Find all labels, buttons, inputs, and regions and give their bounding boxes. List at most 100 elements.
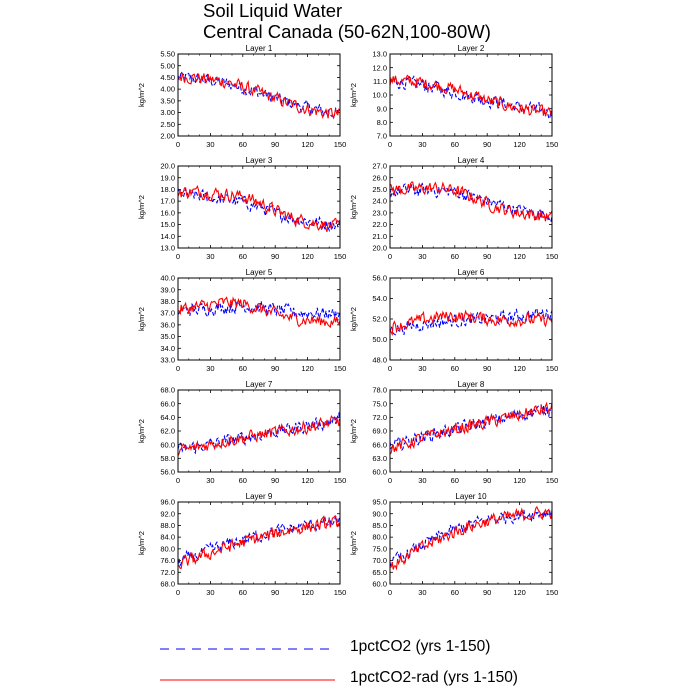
xtick-label-layer-2-30: 30 [418, 140, 426, 149]
plot-frame-layer-1 [177, 53, 341, 137]
ytick-label-layer-6-56.0: 56.0 [372, 274, 387, 283]
ytick-label-layer-8-75.0: 75.0 [372, 399, 387, 408]
ytick-label-layer-2-13.0: 13.0 [372, 50, 387, 59]
ylabel-layer-5: kg/m^2 [137, 307, 146, 331]
plot-frame-layer-9 [177, 501, 341, 585]
series-line-layer-9-1pctco2 [177, 515, 341, 567]
ytick-label-layer-5-36.0: 36.0 [160, 320, 175, 329]
ytick-label-layer-10-90.0: 90.0 [372, 509, 387, 518]
title-line-1: Soil Liquid Water [203, 0, 343, 21]
xtick-label-layer-4-150: 150 [546, 252, 559, 261]
ytick-label-layer-3-15.0: 15.0 [160, 220, 175, 229]
ylabel-layer-8: kg/m^2 [349, 419, 358, 443]
series-line-layer-8-1pctco2-rad [389, 401, 553, 455]
series-line-layer-5-1pctco2 [177, 300, 341, 322]
ytick-label-layer-3-18.0: 18.0 [160, 185, 175, 194]
xtick-label-layer-4-30: 30 [418, 252, 426, 261]
ytick-label-layer-6-50.0: 50.0 [372, 335, 387, 344]
plot-frame-layer-8 [389, 389, 553, 473]
figure-title: Soil Liquid Water Central Canada (50-62N… [203, 0, 491, 42]
ytick-label-layer-7-60.0: 60.0 [160, 440, 175, 449]
xtick-label-layer-1-60: 60 [239, 140, 247, 149]
xtick-label-layer-9-120: 120 [301, 588, 314, 597]
legend-item-1pctco2: 1pctCO2 (yrs 1-150) [160, 638, 580, 660]
ytick-label-layer-5-34.0: 34.0 [160, 344, 175, 353]
ytick-label-layer-9-68.0: 68.0 [160, 580, 175, 589]
xtick-label-layer-5-120: 120 [301, 364, 314, 373]
xtick-label-layer-6-30: 30 [418, 364, 426, 373]
ytick-label-layer-5-38.0: 38.0 [160, 297, 175, 306]
xtick-label-layer-7-30: 30 [206, 476, 214, 485]
ytick-label-layer-1-2.50: 2.50 [160, 120, 175, 129]
xtick-label-layer-2-90: 90 [483, 140, 491, 149]
xtick-label-layer-5-30: 30 [206, 364, 214, 373]
series-line-layer-4-1pctco2 [389, 182, 553, 222]
xtick-label-layer-8-30: 30 [418, 476, 426, 485]
xtick-label-layer-7-150: 150 [334, 476, 347, 485]
series-line-layer-3-1pctco2-rad [177, 184, 341, 233]
series-line-layer-9-1pctco2-rad [177, 515, 341, 569]
ytick-label-layer-6-52.0: 52.0 [372, 315, 387, 324]
ytick-label-layer-9-84.0: 84.0 [160, 533, 175, 542]
panel-title-layer-9: Layer 9 [246, 492, 273, 501]
xtick-label-layer-9-90: 90 [271, 588, 279, 597]
legend-line-dashed-blue [160, 648, 335, 650]
panel-layer-7: Layer 7 kg/m^2 0 30 60 90 120 150 56.0 58.0 60.0 62… [137, 380, 346, 485]
panel-title-layer-4: Layer 4 [458, 156, 485, 165]
ytick-label-layer-7-66.0: 66.0 [160, 399, 175, 408]
ylabel-layer-2: kg/m^2 [349, 83, 358, 107]
ytick-label-layer-10-95.0: 95.0 [372, 498, 387, 507]
ytick-label-layer-2-12.0: 12.0 [372, 63, 387, 72]
ylabel-layer-7: kg/m^2 [137, 419, 146, 443]
xtick-label-layer-6-120: 120 [513, 364, 526, 373]
xtick-label-layer-10-120: 120 [513, 588, 526, 597]
xtick-label-layer-10-150: 150 [546, 588, 559, 597]
xtick-label-layer-1-90: 90 [271, 140, 279, 149]
ytick-label-layer-4-24.0: 24.0 [372, 197, 387, 206]
ytick-label-layer-8-63.0: 63.0 [372, 454, 387, 463]
xtick-label-layer-3-30: 30 [206, 252, 214, 261]
ytick-label-layer-10-60.0: 60.0 [372, 580, 387, 589]
ytick-label-layer-7-56.0: 56.0 [160, 468, 175, 477]
legend-line-solid-red [160, 679, 335, 681]
xtick-label-layer-5-90: 90 [271, 364, 279, 373]
ytick-label-layer-4-23.0: 23.0 [372, 208, 387, 217]
xtick-label-layer-8-120: 120 [513, 476, 526, 485]
ytick-label-layer-3-13.0: 13.0 [160, 244, 175, 253]
xtick-label-layer-5-0: 0 [176, 364, 180, 373]
xtick-label-layer-7-90: 90 [271, 476, 279, 485]
ytick-label-layer-5-37.0: 37.0 [160, 309, 175, 318]
ylabel-layer-10: kg/m^2 [349, 531, 358, 555]
ylabel-layer-4: kg/m^2 [349, 195, 358, 219]
xtick-label-layer-2-60: 60 [451, 140, 459, 149]
ylabel-layer-1: kg/m^2 [137, 83, 146, 107]
series-line-layer-2-1pctco2 [389, 75, 553, 120]
legend-label-1pctco2-rad: 1pctCO2-rad (yrs 1-150) [350, 669, 518, 686]
plot-frame-layer-4 [389, 165, 553, 249]
ytick-label-layer-5-39.0: 39.0 [160, 285, 175, 294]
panel-layer-2: Layer 2 kg/m^2 0 30 60 90 120 150 7.0 8.0 9.0 10.0 1… [349, 44, 558, 149]
panel-layer-1: Layer 1 kg/m^2 0 30 60 90 120 150 2.00 2.50 3.00 3.… [137, 44, 346, 149]
ytick-label-layer-6-54.0: 54.0 [372, 294, 387, 303]
xtick-label-layer-8-150: 150 [546, 476, 559, 485]
ytick-label-layer-9-76.0: 76.0 [160, 556, 175, 565]
panel-title-layer-8: Layer 8 [458, 380, 485, 389]
xtick-label-layer-1-30: 30 [206, 140, 214, 149]
ytick-label-layer-1-3.00: 3.00 [160, 108, 175, 117]
xtick-label-layer-8-90: 90 [483, 476, 491, 485]
ytick-label-layer-4-25.0: 25.0 [372, 185, 387, 194]
xtick-label-layer-7-120: 120 [301, 476, 314, 485]
xtick-label-layer-9-60: 60 [239, 588, 247, 597]
plot-frame-layer-3 [177, 165, 341, 249]
xtick-label-layer-2-0: 0 [388, 140, 392, 149]
xtick-label-layer-5-60: 60 [239, 364, 247, 373]
xtick-label-layer-4-0: 0 [388, 252, 392, 261]
ytick-label-layer-10-85.0: 85.0 [372, 521, 387, 530]
xtick-label-layer-4-120: 120 [513, 252, 526, 261]
panel-title-layer-1: Layer 1 [246, 44, 273, 53]
xtick-label-layer-10-90: 90 [483, 588, 491, 597]
ytick-label-layer-2-10.0: 10.0 [372, 91, 387, 100]
ytick-label-layer-9-88.0: 88.0 [160, 521, 175, 530]
ytick-label-layer-8-78.0: 78.0 [372, 386, 387, 395]
